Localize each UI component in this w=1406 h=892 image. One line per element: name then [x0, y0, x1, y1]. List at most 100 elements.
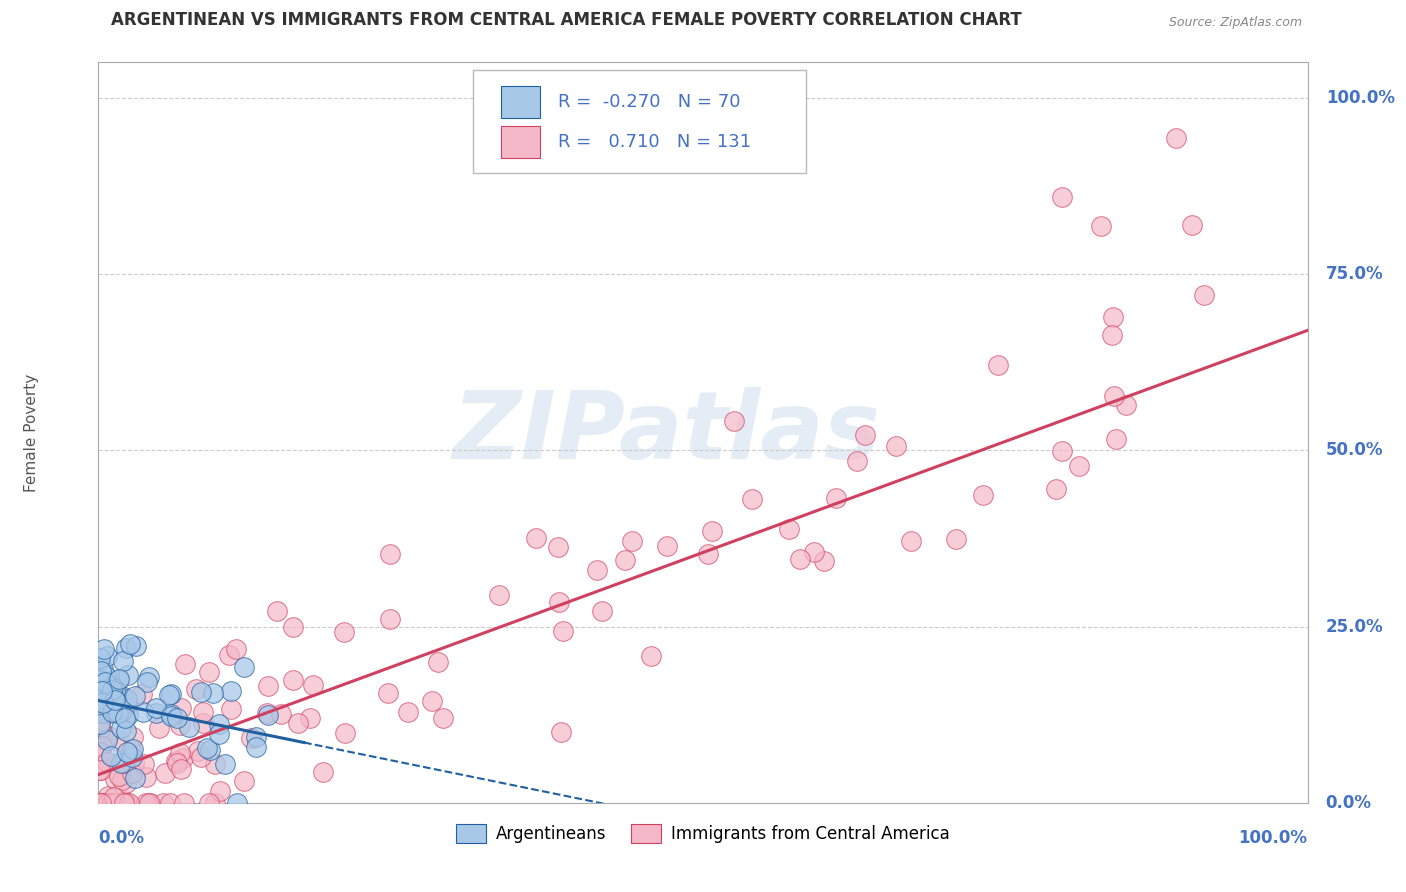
Point	[332, 625, 354, 640]
Point	[221, 683, 243, 698]
Point	[900, 534, 922, 549]
Point	[160, 687, 183, 701]
Point	[122, 742, 145, 756]
Point	[89, 714, 111, 728]
Point	[112, 795, 135, 809]
Point	[1045, 482, 1067, 496]
Point	[91, 796, 114, 810]
Point	[101, 681, 124, 695]
Point	[122, 756, 145, 771]
Point	[245, 730, 267, 744]
Point	[160, 707, 183, 722]
Point	[115, 776, 138, 790]
Point	[97, 729, 120, 743]
Point	[138, 670, 160, 684]
Point	[193, 715, 215, 730]
Point	[97, 796, 120, 810]
Point	[1102, 389, 1125, 403]
Point	[298, 711, 321, 725]
Point	[551, 624, 574, 638]
Point	[90, 796, 112, 810]
Point	[166, 756, 188, 770]
Point	[197, 665, 219, 679]
Point	[432, 710, 454, 724]
Point	[90, 692, 112, 706]
Point	[945, 532, 967, 546]
Point	[620, 534, 643, 549]
Point	[107, 706, 129, 720]
Point	[591, 604, 613, 618]
Point	[96, 796, 118, 810]
Point	[165, 754, 187, 768]
Point	[380, 547, 402, 561]
Text: 100.0%: 100.0%	[1326, 88, 1395, 107]
Point	[1101, 328, 1123, 343]
Point	[101, 705, 124, 719]
Text: Female Poverty: Female Poverty	[24, 374, 39, 491]
Point	[398, 706, 420, 720]
Point	[91, 739, 114, 753]
FancyBboxPatch shape	[474, 70, 806, 173]
Point	[302, 678, 325, 692]
Point	[1105, 433, 1128, 447]
Point	[111, 689, 134, 703]
Point	[97, 789, 120, 804]
Point	[89, 796, 111, 810]
Point	[105, 680, 128, 694]
Point	[420, 694, 443, 708]
Point	[586, 563, 609, 577]
Point	[89, 651, 111, 665]
Point	[108, 733, 131, 747]
Point	[145, 706, 167, 721]
Point	[190, 749, 212, 764]
Point	[145, 700, 167, 714]
Text: 100.0%: 100.0%	[1239, 829, 1308, 847]
Point	[157, 688, 180, 702]
Point	[107, 673, 129, 688]
Legend: Argentineans, Immigrants from Central America: Argentineans, Immigrants from Central Am…	[449, 817, 957, 850]
Point	[89, 717, 111, 731]
Point	[100, 748, 122, 763]
Point	[120, 637, 142, 651]
Point	[89, 745, 111, 759]
Text: 0.0%: 0.0%	[98, 829, 145, 847]
Point	[96, 733, 118, 747]
Point	[256, 706, 278, 720]
Point	[197, 796, 219, 810]
Text: ARGENTINEAN VS IMMIGRANTS FROM CENTRAL AMERICA FEMALE POVERTY CORRELATION CHART: ARGENTINEAN VS IMMIGRANTS FROM CENTRAL A…	[111, 11, 1021, 29]
Point	[89, 722, 111, 736]
Point	[208, 727, 231, 741]
Point	[135, 770, 157, 784]
Point	[120, 743, 142, 757]
Point	[972, 488, 994, 502]
Point	[221, 702, 243, 716]
Point	[1192, 288, 1215, 302]
Point	[184, 681, 207, 696]
Point	[132, 705, 155, 719]
Point	[488, 588, 510, 602]
Point	[124, 771, 146, 785]
Point	[104, 693, 127, 707]
Point	[202, 686, 225, 700]
Point	[427, 656, 450, 670]
FancyBboxPatch shape	[501, 126, 540, 158]
Point	[225, 642, 247, 657]
Point	[115, 745, 138, 759]
Point	[159, 796, 181, 810]
Point	[169, 747, 191, 761]
Point	[824, 491, 846, 506]
Point	[121, 766, 143, 780]
Text: R =   0.710   N = 131: R = 0.710 N = 131	[558, 133, 751, 151]
Point	[108, 769, 131, 783]
Point	[139, 796, 162, 810]
Point	[112, 796, 135, 810]
Point	[117, 707, 139, 722]
Point	[190, 685, 212, 699]
Point	[550, 725, 572, 739]
Point	[333, 726, 356, 740]
Point	[100, 796, 122, 810]
Point	[103, 691, 125, 706]
Point	[115, 692, 138, 706]
Point	[111, 773, 134, 788]
Point	[195, 740, 218, 755]
